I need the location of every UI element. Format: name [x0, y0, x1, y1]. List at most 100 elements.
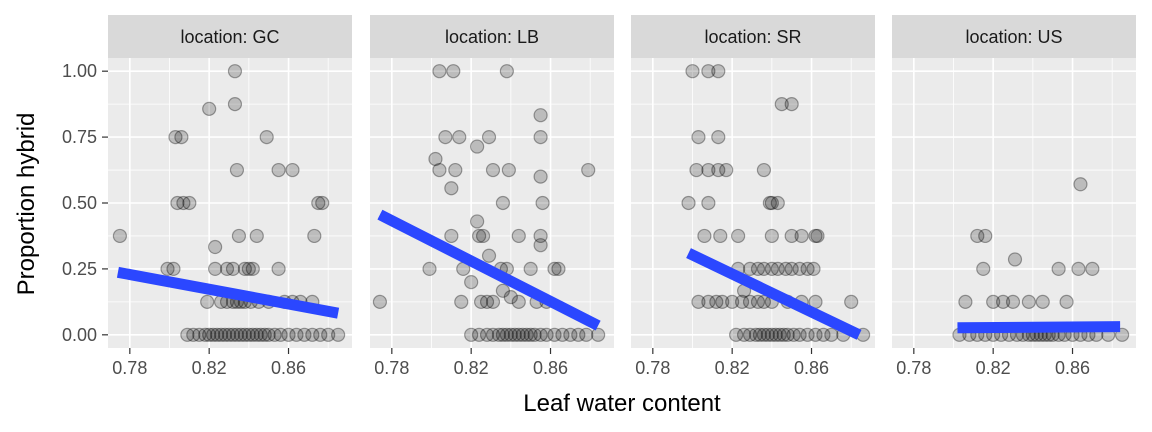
data-point — [217, 327, 233, 342]
data-point — [289, 327, 304, 342]
data-point — [780, 327, 795, 342]
data-point — [446, 64, 461, 79]
data-point — [523, 327, 538, 342]
panel-3: location: US 0.78 0.82 0.86 — [892, 15, 1136, 378]
data-point — [808, 327, 823, 342]
data-point — [764, 327, 779, 342]
panel-2: location: SR 0.78 0.82 0.86 — [631, 15, 875, 378]
data-point — [519, 327, 534, 342]
data-point — [976, 261, 991, 277]
data-point — [792, 261, 807, 277]
data-point — [776, 327, 791, 342]
data-point — [734, 294, 750, 309]
y-tick-label: 0.00 — [62, 325, 97, 345]
data-point — [180, 327, 195, 342]
data-point — [479, 294, 495, 309]
data-point — [764, 195, 779, 211]
x-tick-label: 0.82 — [192, 358, 227, 378]
data-point — [507, 327, 522, 342]
data-point — [533, 228, 548, 244]
data-point — [249, 327, 264, 342]
data-point — [806, 261, 821, 277]
data-point — [709, 294, 724, 309]
data-point — [563, 327, 578, 342]
data-point — [233, 327, 249, 342]
x-tick-label: 0.78 — [374, 358, 409, 378]
data-point — [202, 327, 217, 342]
data-point — [824, 327, 839, 342]
data-point — [1035, 294, 1050, 309]
data-point — [701, 162, 716, 178]
data-point — [501, 162, 516, 178]
data-point — [681, 195, 696, 211]
data-point — [473, 294, 489, 309]
data-point — [225, 327, 241, 342]
data-point — [701, 64, 716, 79]
data-point — [701, 195, 716, 211]
data-point — [756, 162, 772, 178]
data-point — [221, 327, 237, 342]
data-point — [778, 261, 793, 277]
data-point — [285, 162, 300, 178]
data-point — [713, 228, 728, 244]
x-tick-label: 0.86 — [271, 358, 306, 378]
data-point — [691, 129, 706, 145]
data-point — [200, 294, 215, 309]
data-point — [794, 228, 809, 244]
data-point — [454, 294, 469, 309]
data-point — [176, 195, 191, 211]
x-tick-label: 0.78 — [896, 358, 931, 378]
data-point — [261, 327, 276, 342]
data-point — [331, 327, 346, 342]
data-point — [495, 327, 511, 342]
data-point — [689, 162, 704, 178]
facet-label: location: US — [965, 27, 1062, 47]
data-point — [438, 129, 453, 145]
data-point — [452, 129, 467, 145]
data-point — [229, 327, 245, 342]
data-point — [748, 327, 764, 342]
facet-strip — [892, 15, 1136, 58]
data-point — [731, 228, 746, 244]
y-tick-label: 0.25 — [62, 259, 97, 279]
data-point — [691, 294, 706, 309]
data-point — [523, 261, 538, 277]
data-point — [257, 327, 272, 342]
data-point — [245, 261, 260, 277]
data-point — [1073, 177, 1088, 192]
data-point — [479, 327, 495, 342]
data-point — [174, 129, 189, 145]
data-point — [770, 195, 785, 211]
data-point — [273, 327, 288, 342]
data-point — [786, 327, 801, 342]
data-point — [229, 162, 245, 178]
data-point — [511, 327, 526, 342]
data-point — [1051, 261, 1066, 277]
data-point — [986, 294, 1001, 309]
data-point — [1059, 294, 1074, 309]
data-point — [756, 294, 772, 309]
data-point — [555, 327, 570, 342]
data-point — [581, 162, 596, 178]
data-point — [535, 195, 550, 211]
point-group — [681, 64, 871, 342]
data-point — [315, 195, 330, 211]
data-point — [701, 294, 716, 309]
data-point — [210, 327, 225, 342]
data-point — [760, 327, 775, 342]
data-point — [844, 294, 859, 309]
data-point — [511, 294, 526, 309]
data-point — [571, 327, 586, 342]
data-point — [219, 261, 235, 277]
data-point — [1071, 261, 1086, 277]
data-point — [800, 327, 815, 342]
facet-label: location: SR — [704, 27, 801, 47]
data-point — [539, 327, 554, 342]
data-point — [237, 261, 252, 277]
data-point — [485, 327, 501, 342]
data-point — [719, 162, 734, 178]
data-point — [736, 327, 752, 342]
data-point — [742, 261, 758, 277]
data-point — [225, 261, 241, 277]
